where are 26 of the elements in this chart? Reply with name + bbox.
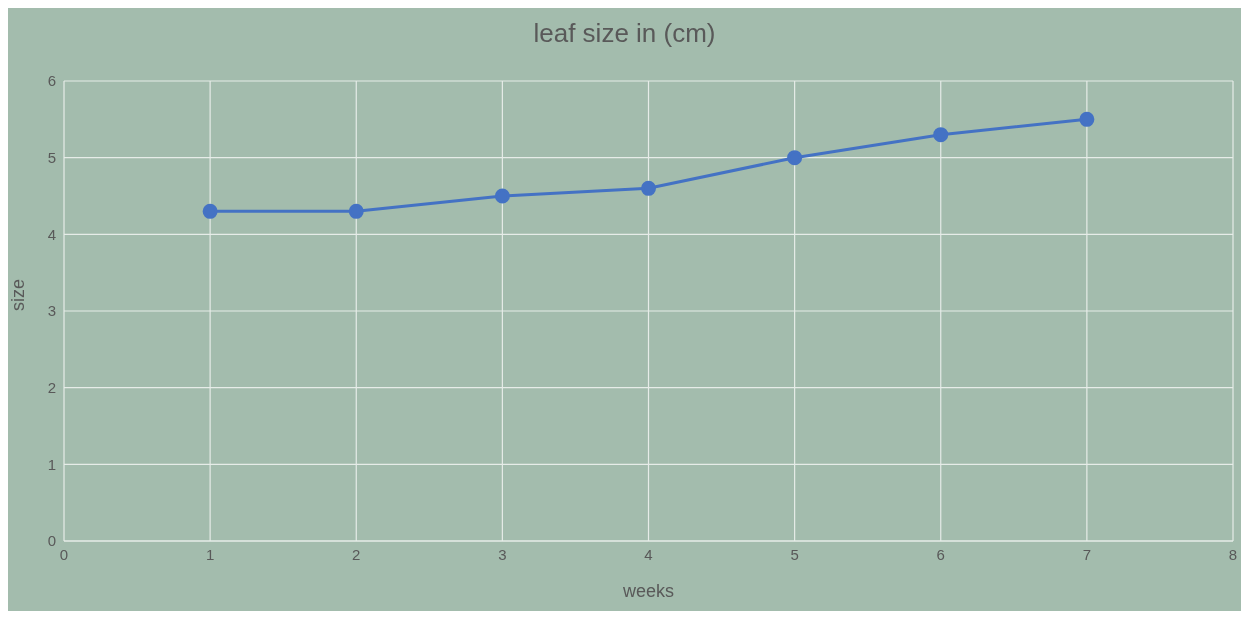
- x-tick-label: 3: [498, 545, 507, 563]
- point: [787, 150, 803, 166]
- x-tick-label: 8: [1228, 545, 1238, 563]
- point: [933, 127, 949, 143]
- chart-title: leaf size in (cm): [532, 18, 717, 49]
- y-tick-label: 5: [47, 148, 56, 166]
- x-tick-label: 7: [1082, 545, 1092, 563]
- x-tick-label: 0: [59, 545, 69, 563]
- y-axis-title: size: [8, 278, 29, 311]
- y-tick-label: 1: [47, 455, 56, 473]
- point: [348, 203, 364, 219]
- x-tick-label: 1: [205, 545, 215, 563]
- x-tick-label: 6: [936, 545, 945, 563]
- x-tick-label: 2: [352, 545, 361, 563]
- y-tick-label: 6: [47, 72, 56, 90]
- y-tick-label: 4: [47, 225, 56, 243]
- y-tick-label: 3: [47, 302, 56, 320]
- point: [494, 188, 510, 204]
- point: [1079, 111, 1095, 127]
- point: [202, 203, 218, 219]
- point: [641, 180, 656, 196]
- y-tick-label: 0: [47, 532, 56, 550]
- x-tick-label: 5: [790, 545, 799, 563]
- x-tick-label: 4: [644, 545, 653, 563]
- y-tick-label: 2: [47, 378, 56, 396]
- x-axis-title: weeks: [621, 581, 675, 601]
